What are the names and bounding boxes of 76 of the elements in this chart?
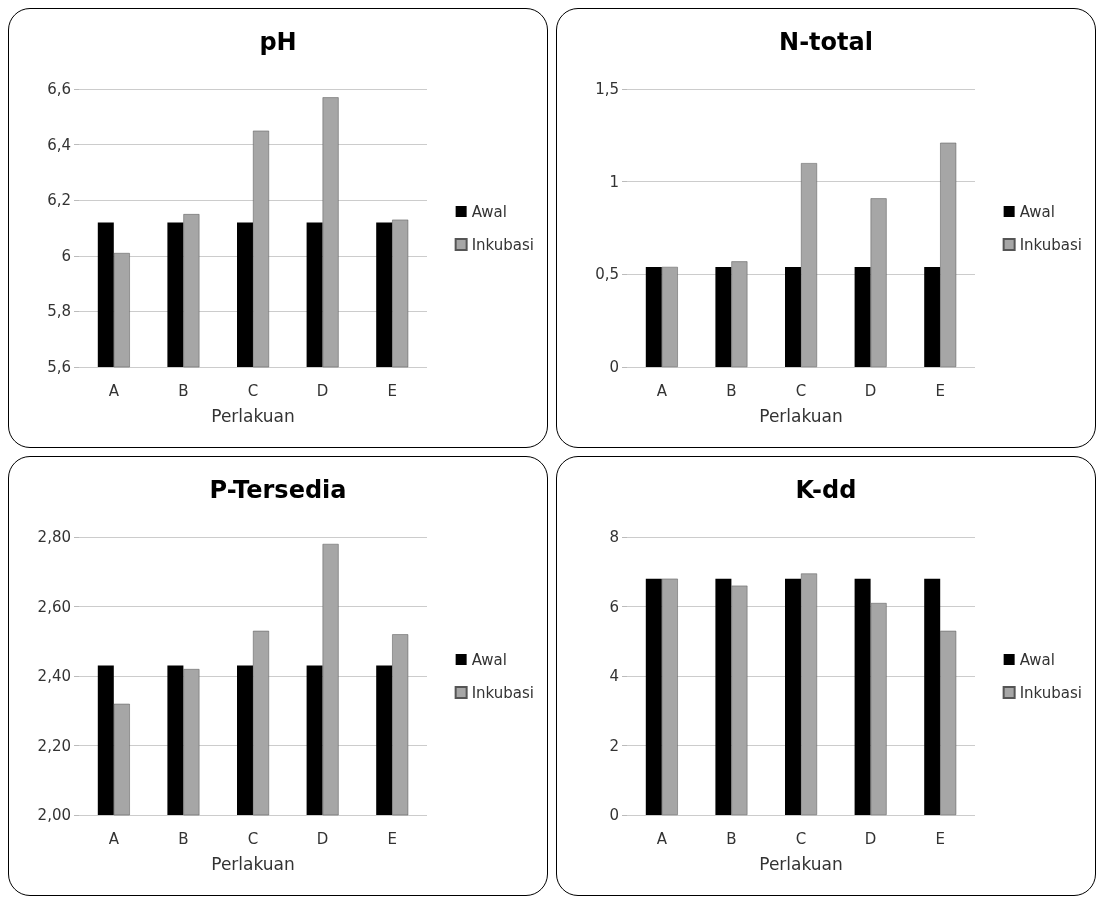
x-tick-label: B bbox=[178, 829, 189, 848]
y-tick-label: 5,6 bbox=[47, 358, 71, 376]
bar bbox=[661, 578, 678, 815]
bar bbox=[715, 266, 732, 367]
y-tick-label: 0 bbox=[609, 358, 619, 376]
bar bbox=[731, 585, 748, 815]
legend-label: Awal bbox=[471, 202, 507, 221]
bar bbox=[785, 578, 801, 815]
chart-title: K-dd bbox=[795, 476, 857, 504]
y-tick-label: 2,40 bbox=[37, 667, 71, 685]
x-tick-label: B bbox=[726, 381, 737, 400]
x-tick-label: C bbox=[247, 829, 259, 848]
x-tick-label: A bbox=[656, 381, 668, 400]
bar bbox=[870, 603, 887, 815]
y-tick-label: 2,80 bbox=[37, 528, 71, 546]
x-tick-label: E bbox=[935, 381, 945, 400]
x-axis-title: Perlakuan bbox=[211, 405, 295, 426]
x-axis-title: Perlakuan bbox=[759, 405, 843, 426]
y-tick-label: 2,60 bbox=[37, 597, 71, 616]
chart-title: N-total bbox=[779, 28, 873, 56]
bar bbox=[801, 163, 817, 367]
bar bbox=[715, 578, 732, 815]
x-tick-label: C bbox=[247, 381, 259, 400]
x-tick-label: D bbox=[864, 829, 877, 848]
bar bbox=[785, 266, 801, 367]
x-tick-label: A bbox=[108, 829, 120, 848]
y-tick-label: 6 bbox=[609, 597, 619, 616]
legend-label: Awal bbox=[1019, 202, 1055, 221]
bar bbox=[801, 573, 817, 815]
bar bbox=[645, 266, 662, 367]
legend-label: Awal bbox=[1019, 650, 1055, 669]
chart-title: P-Tersedia bbox=[209, 476, 347, 504]
y-tick-label: 6,4 bbox=[47, 135, 71, 154]
bar bbox=[854, 578, 871, 815]
bar bbox=[940, 630, 957, 815]
y-tick-label: 2,20 bbox=[37, 736, 71, 755]
y-tick-label: 0 bbox=[609, 806, 619, 824]
x-tick-label: D bbox=[316, 381, 329, 400]
y-tick-label: 6 bbox=[61, 246, 71, 265]
bar bbox=[870, 198, 887, 367]
x-tick-label: A bbox=[656, 829, 668, 848]
legend-label: Awal bbox=[471, 650, 507, 669]
bar bbox=[731, 261, 748, 367]
y-tick-label: 6,6 bbox=[47, 80, 71, 98]
y-tick-label: 6,2 bbox=[47, 191, 71, 210]
y-tick-label: 2 bbox=[609, 736, 619, 755]
legend-label: Inkubasi bbox=[1019, 235, 1082, 254]
legend-label: Inkubasi bbox=[471, 683, 534, 702]
y-tick-label: 1 bbox=[609, 172, 619, 191]
y-tick-label: 2,00 bbox=[37, 806, 71, 824]
x-axis-title: Perlakuan bbox=[759, 853, 843, 874]
bar bbox=[940, 142, 957, 367]
x-tick-label: C bbox=[795, 381, 807, 400]
x-tick-label: A bbox=[108, 381, 120, 400]
x-tick-label: E bbox=[387, 829, 397, 848]
legend-label: Inkubasi bbox=[471, 235, 534, 254]
bar bbox=[854, 266, 871, 367]
x-tick-label: C bbox=[795, 829, 807, 848]
bar bbox=[924, 266, 941, 367]
x-axis-title: Perlakuan bbox=[211, 853, 295, 874]
x-tick-label: D bbox=[316, 829, 329, 848]
x-tick-label: B bbox=[726, 829, 737, 848]
x-tick-label: E bbox=[935, 829, 945, 848]
legend-label: Inkubasi bbox=[1019, 683, 1082, 702]
y-tick-label: 4 bbox=[609, 667, 619, 685]
x-tick-label: B bbox=[178, 381, 189, 400]
bar bbox=[661, 266, 678, 367]
bar bbox=[924, 578, 941, 815]
y-tick-label: 0,5 bbox=[595, 265, 619, 284]
chart-title: pH bbox=[259, 28, 297, 56]
bar bbox=[645, 578, 662, 815]
x-tick-label: E bbox=[387, 381, 397, 400]
y-tick-label: 1,5 bbox=[595, 80, 619, 98]
y-tick-label: 5,8 bbox=[47, 302, 71, 321]
y-tick-label: 8 bbox=[609, 528, 619, 546]
x-tick-label: D bbox=[864, 381, 877, 400]
